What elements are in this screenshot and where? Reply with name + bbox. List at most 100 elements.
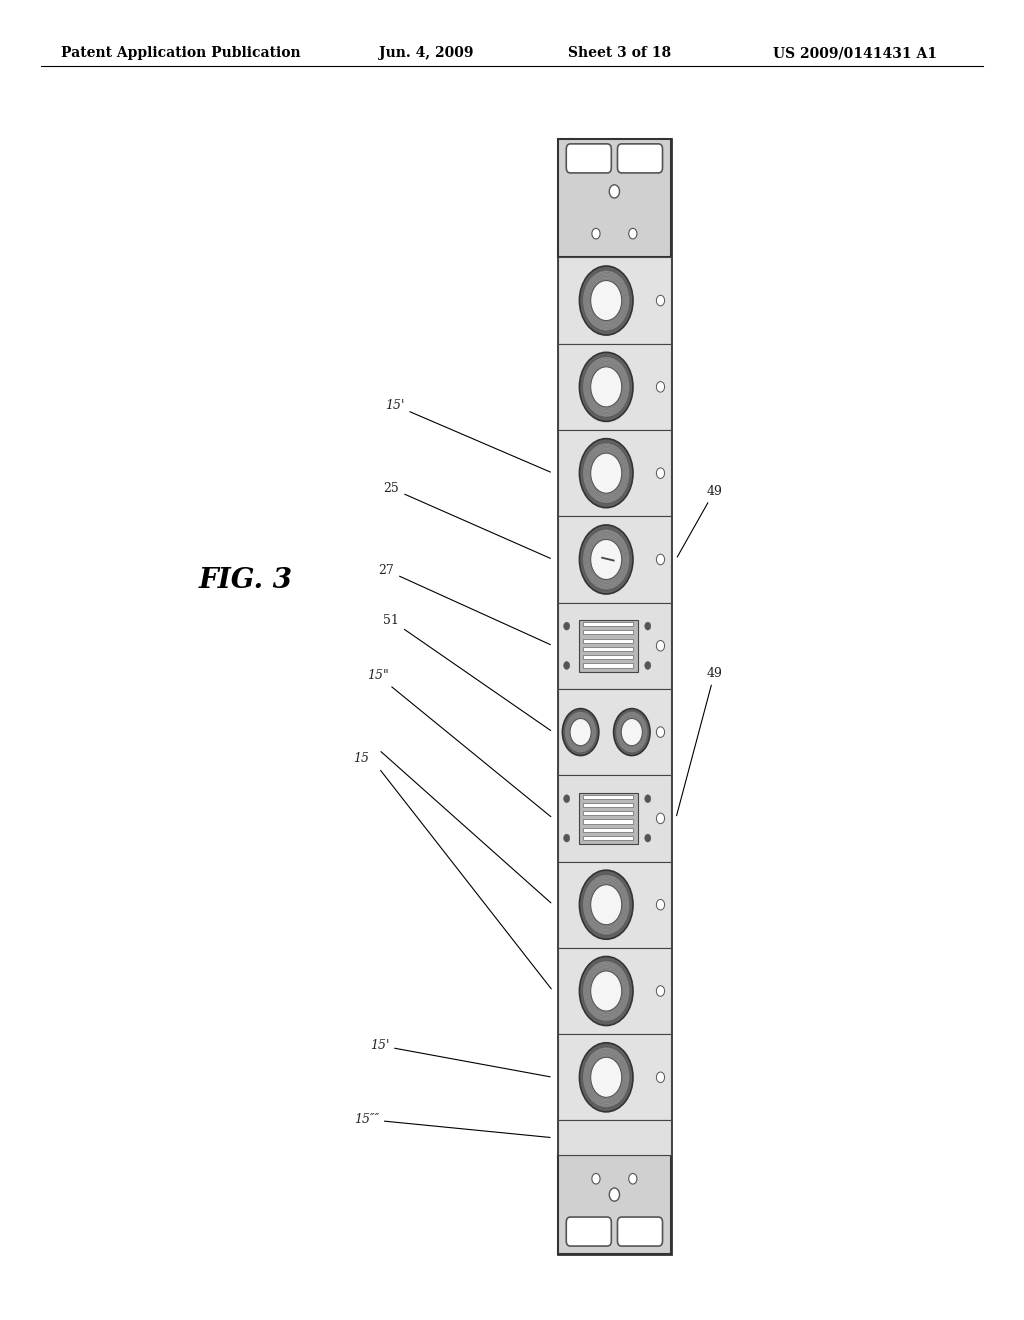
- Circle shape: [645, 622, 651, 630]
- Circle shape: [580, 438, 633, 508]
- Text: Jun. 4, 2009: Jun. 4, 2009: [379, 46, 473, 61]
- Bar: [583, 803, 634, 807]
- Circle shape: [591, 453, 622, 494]
- Circle shape: [629, 1173, 637, 1184]
- Circle shape: [591, 972, 622, 1011]
- Circle shape: [656, 467, 665, 478]
- Circle shape: [588, 622, 594, 630]
- Circle shape: [592, 228, 600, 239]
- Circle shape: [605, 661, 611, 669]
- Circle shape: [588, 795, 594, 803]
- Circle shape: [605, 795, 611, 803]
- Circle shape: [592, 1173, 600, 1184]
- Bar: [558, 257, 671, 343]
- Bar: [558, 343, 671, 430]
- Bar: [558, 862, 671, 948]
- Circle shape: [583, 1047, 630, 1107]
- Circle shape: [591, 540, 622, 579]
- Bar: [583, 622, 634, 626]
- Circle shape: [623, 661, 629, 669]
- Circle shape: [580, 525, 633, 594]
- Bar: [558, 775, 671, 862]
- Text: 15″″: 15″″: [353, 1113, 550, 1138]
- FancyBboxPatch shape: [617, 1217, 663, 1246]
- Circle shape: [656, 640, 665, 651]
- Circle shape: [613, 709, 650, 755]
- Circle shape: [583, 356, 630, 417]
- Text: 49: 49: [677, 484, 723, 557]
- Circle shape: [609, 185, 620, 198]
- Text: US 2009/0141431 A1: US 2009/0141431 A1: [773, 46, 937, 61]
- Text: 15': 15': [370, 1039, 550, 1077]
- Bar: [558, 139, 671, 257]
- Bar: [558, 1155, 671, 1254]
- Text: Patent Application Publication: Patent Application Publication: [61, 46, 301, 61]
- Bar: [558, 430, 671, 516]
- Circle shape: [656, 986, 665, 997]
- Circle shape: [622, 718, 642, 746]
- Circle shape: [588, 834, 594, 842]
- Circle shape: [629, 228, 637, 239]
- Circle shape: [563, 834, 569, 842]
- Bar: [579, 792, 638, 845]
- Bar: [583, 664, 634, 668]
- Circle shape: [580, 957, 633, 1026]
- Text: 49: 49: [677, 667, 723, 816]
- Circle shape: [580, 267, 633, 335]
- Circle shape: [580, 1043, 633, 1111]
- Circle shape: [645, 661, 651, 669]
- Circle shape: [656, 727, 665, 738]
- Text: 27: 27: [379, 564, 551, 644]
- Circle shape: [563, 622, 569, 630]
- Bar: [558, 689, 671, 775]
- Circle shape: [656, 899, 665, 909]
- Circle shape: [623, 834, 629, 842]
- Circle shape: [591, 884, 622, 925]
- Bar: [558, 516, 671, 603]
- Bar: [558, 1121, 671, 1155]
- Circle shape: [588, 661, 594, 669]
- Text: 25: 25: [384, 482, 551, 558]
- Circle shape: [583, 442, 630, 503]
- Text: 15: 15: [352, 752, 369, 766]
- Text: 51: 51: [383, 614, 551, 730]
- Text: FIG. 3: FIG. 3: [199, 568, 293, 594]
- FancyBboxPatch shape: [617, 144, 663, 173]
- Bar: [558, 139, 671, 1254]
- Circle shape: [623, 622, 629, 630]
- Circle shape: [563, 661, 569, 669]
- Circle shape: [656, 381, 665, 392]
- Bar: [583, 655, 634, 659]
- Circle shape: [656, 554, 665, 565]
- Bar: [583, 639, 634, 643]
- Bar: [583, 828, 634, 832]
- Circle shape: [583, 529, 630, 590]
- Bar: [583, 795, 634, 799]
- Circle shape: [609, 1188, 620, 1201]
- Circle shape: [583, 961, 630, 1022]
- Circle shape: [656, 813, 665, 824]
- Circle shape: [656, 296, 665, 306]
- Bar: [583, 812, 634, 816]
- Bar: [558, 1034, 671, 1121]
- Text: Sheet 3 of 18: Sheet 3 of 18: [568, 46, 672, 61]
- Circle shape: [656, 1072, 665, 1082]
- Bar: [583, 820, 634, 824]
- Bar: [583, 836, 634, 840]
- Circle shape: [645, 795, 651, 803]
- Circle shape: [563, 795, 569, 803]
- Circle shape: [591, 1057, 622, 1097]
- Circle shape: [615, 711, 648, 752]
- Text: 15': 15': [385, 399, 551, 473]
- Circle shape: [562, 709, 599, 755]
- Bar: [558, 603, 671, 689]
- Circle shape: [583, 271, 630, 331]
- Circle shape: [583, 874, 630, 935]
- Circle shape: [580, 352, 633, 421]
- FancyBboxPatch shape: [566, 144, 611, 173]
- Bar: [579, 620, 638, 672]
- Bar: [583, 630, 634, 635]
- Circle shape: [605, 622, 611, 630]
- Circle shape: [623, 795, 629, 803]
- Text: 15": 15": [368, 669, 551, 817]
